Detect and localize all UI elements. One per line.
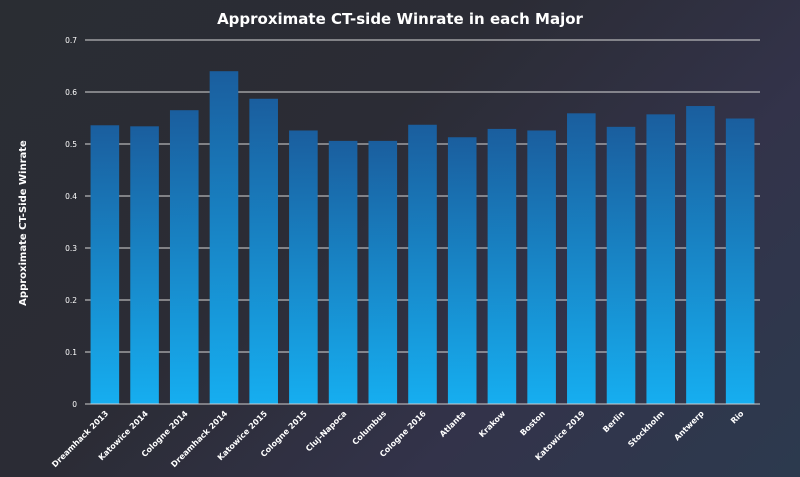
y-tick-label: 0.5 — [65, 140, 77, 149]
x-tick-label: Atlanta — [438, 409, 468, 439]
y-tick-label: 0.6 — [65, 88, 77, 97]
bar — [328, 140, 358, 404]
x-tick-label: Boston — [518, 409, 547, 438]
bar — [368, 140, 398, 404]
y-axis-label: Approximate CT-Side Winrate — [18, 140, 29, 306]
bar — [90, 125, 120, 404]
bar — [447, 137, 477, 405]
x-tick-label: Antwerp — [672, 409, 706, 443]
x-tick-label: Berlin — [601, 409, 626, 434]
bar — [408, 124, 437, 404]
y-tick-label: 0 — [72, 400, 77, 409]
x-tick-label: Columbus — [350, 409, 388, 447]
y-tick-label: 0.7 — [65, 36, 77, 45]
y-tick-label: 0.4 — [65, 192, 77, 201]
chart-title: Approximate CT-side Winrate in each Majo… — [217, 10, 583, 28]
bar — [646, 114, 676, 405]
bar — [130, 126, 159, 404]
x-tick-label: Stockholm — [626, 409, 666, 449]
y-axis-ticks: 0 0.1 0.2 0.3 0.4 0.5 0.6 0.7 — [65, 36, 77, 409]
bar — [567, 113, 596, 404]
bar — [249, 98, 278, 404]
y-tick-label: 0.1 — [65, 348, 77, 357]
bar — [686, 106, 715, 404]
x-tick-label: Krakow — [477, 409, 508, 440]
bars — [90, 71, 755, 405]
x-tick-label: Cluj-Napoca — [304, 409, 348, 453]
bar — [487, 128, 517, 405]
bar — [209, 71, 239, 404]
y-tick-label: 0.2 — [65, 296, 77, 305]
x-tick-label: Rio — [729, 409, 746, 426]
bar — [169, 110, 199, 404]
bar — [527, 130, 556, 405]
bar — [289, 130, 318, 405]
y-tick-label: 0.3 — [65, 244, 77, 253]
bar — [606, 126, 636, 404]
bar — [725, 118, 755, 405]
